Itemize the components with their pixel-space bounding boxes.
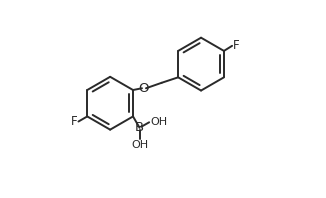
Text: OH: OH: [131, 140, 148, 150]
Text: OH: OH: [151, 117, 168, 127]
Text: F: F: [233, 39, 240, 52]
Text: O: O: [138, 82, 149, 95]
Text: F: F: [71, 115, 77, 128]
Text: B: B: [135, 121, 144, 134]
